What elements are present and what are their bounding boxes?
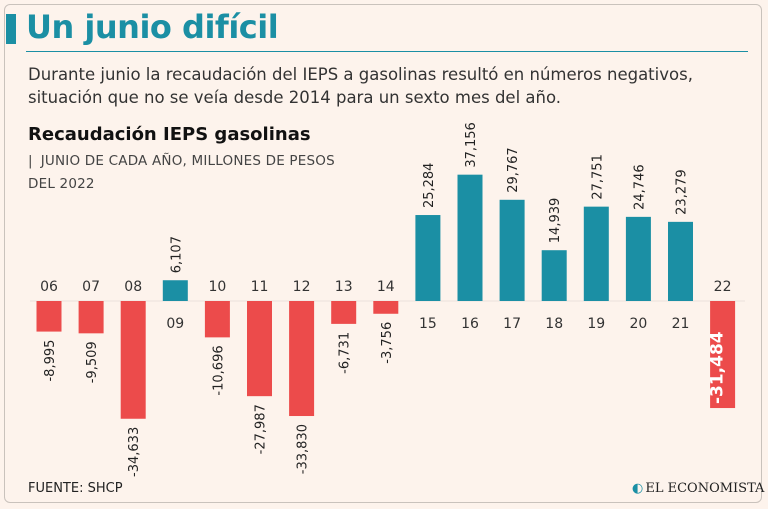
x-tick-label: 20 xyxy=(629,316,647,332)
bar-20 xyxy=(625,216,651,301)
chart-frame xyxy=(4,4,762,503)
data-label: 37,156 xyxy=(464,122,479,168)
data-label: 27,751 xyxy=(590,154,605,200)
data-label: -33,830 xyxy=(296,424,311,474)
x-tick-label: 12 xyxy=(293,279,311,295)
chart-subtitle: | JUNIO DE CADA AÑO, MILLONES DE PESOS DE… xyxy=(28,150,338,196)
x-tick-label: 13 xyxy=(335,279,353,295)
bar-15 xyxy=(415,215,441,301)
data-label: -8,995 xyxy=(43,340,58,382)
brand-name: EL ECONOMISTA xyxy=(645,481,765,496)
data-label: -31,484 xyxy=(708,331,728,404)
bar-21 xyxy=(668,221,693,301)
x-tick-label: 11 xyxy=(251,279,269,295)
x-tick-label: 10 xyxy=(208,279,226,295)
bar-10 xyxy=(204,301,230,338)
data-label: -6,731 xyxy=(338,332,353,374)
data-label: 14,939 xyxy=(548,198,563,244)
bar-22 xyxy=(710,301,736,409)
chart-subtitle-text: JUNIO DE CADA AÑO, MILLONES DE PESOS DEL… xyxy=(28,153,335,192)
bar-11 xyxy=(247,301,272,397)
data-label: 23,279 xyxy=(675,169,690,215)
x-tick-label: 07 xyxy=(82,279,100,295)
x-tick-label: 17 xyxy=(503,316,521,332)
x-tick-label: 09 xyxy=(166,316,184,332)
bar-14 xyxy=(373,301,399,314)
x-tick-label: 06 xyxy=(40,279,58,295)
data-label: 29,767 xyxy=(506,147,521,193)
x-tick-label: 18 xyxy=(545,316,563,332)
data-label: -3,756 xyxy=(380,322,395,364)
brand-logo: ◐ EL ECONOMISTA xyxy=(632,481,764,496)
bar-17 xyxy=(499,199,525,301)
bar-16 xyxy=(457,174,483,301)
data-label: -34,633 xyxy=(127,427,142,477)
data-label: 6,107 xyxy=(169,236,184,273)
bar-09 xyxy=(162,280,188,301)
x-tick-label: 19 xyxy=(587,316,605,332)
x-tick-label: 21 xyxy=(672,316,690,332)
title-divider xyxy=(26,51,748,52)
x-tick-label: 14 xyxy=(377,279,395,295)
data-label: 25,284 xyxy=(422,163,437,209)
data-label: -27,987 xyxy=(254,404,269,454)
bar-06 xyxy=(36,301,62,332)
source-note: FUENTE: SHCP xyxy=(28,481,123,496)
data-label: 24,746 xyxy=(632,164,647,210)
page-subtitle: Durante junio la recaudación del IEPS a … xyxy=(28,65,693,107)
x-tick-label: 16 xyxy=(461,316,479,332)
bar-07 xyxy=(78,301,104,334)
chart-subtitle-pipe: | xyxy=(28,153,33,169)
bar-19 xyxy=(583,206,609,301)
bar-18 xyxy=(541,250,567,301)
page-title: Un junio difícil xyxy=(26,8,279,46)
newspaper-logo-icon: ◐ xyxy=(632,481,644,496)
data-label: -10,696 xyxy=(211,345,226,395)
bar-08 xyxy=(120,301,146,419)
title-accent-bar xyxy=(6,14,16,44)
x-tick-label: 22 xyxy=(714,279,732,295)
bar-12 xyxy=(289,301,315,417)
data-label: -9,509 xyxy=(85,341,100,383)
x-tick-label: 08 xyxy=(124,279,142,295)
x-tick-label: 15 xyxy=(419,316,437,332)
chart-title: Recaudación IEPS gasolinas xyxy=(28,124,311,145)
bar-13 xyxy=(331,301,357,324)
